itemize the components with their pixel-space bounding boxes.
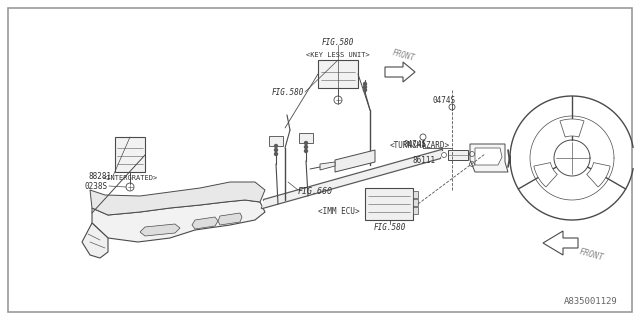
Circle shape — [305, 141, 307, 145]
Polygon shape — [92, 200, 265, 242]
Text: FRONT: FRONT — [390, 49, 415, 63]
Text: 88281: 88281 — [89, 172, 112, 180]
Circle shape — [364, 89, 367, 92]
Polygon shape — [262, 150, 442, 208]
Text: <INTERGRATED>: <INTERGRATED> — [102, 175, 157, 181]
Circle shape — [275, 148, 278, 151]
Circle shape — [364, 85, 367, 89]
Polygon shape — [82, 223, 108, 258]
Text: FIG.660: FIG.660 — [298, 188, 333, 196]
Polygon shape — [385, 62, 415, 82]
Polygon shape — [560, 119, 584, 137]
Circle shape — [305, 149, 307, 153]
Text: FIG.580: FIG.580 — [271, 87, 304, 97]
Text: 0474S: 0474S — [403, 140, 426, 148]
Polygon shape — [90, 182, 265, 215]
Bar — [299, 133, 313, 143]
Text: <IMM ECU>: <IMM ECU> — [318, 207, 360, 217]
Circle shape — [275, 145, 278, 148]
Polygon shape — [543, 231, 578, 255]
Bar — [115, 137, 145, 172]
Bar — [413, 199, 418, 206]
Polygon shape — [470, 144, 508, 172]
Text: FIG.580: FIG.580 — [322, 37, 354, 46]
Text: 0474S: 0474S — [432, 95, 455, 105]
Bar — [365, 188, 413, 220]
Circle shape — [305, 146, 307, 148]
Text: FRONT: FRONT — [578, 247, 604, 263]
Text: 0238S: 0238S — [85, 181, 108, 190]
Bar — [413, 191, 418, 198]
Text: 86111: 86111 — [413, 156, 436, 164]
Polygon shape — [320, 162, 335, 170]
Text: <TURN&HAZARD>: <TURN&HAZARD> — [390, 140, 450, 149]
Bar — [413, 207, 418, 214]
Text: A835001129: A835001129 — [564, 297, 618, 306]
Polygon shape — [475, 148, 502, 165]
Bar — [318, 60, 358, 88]
Bar — [448, 150, 468, 160]
Polygon shape — [140, 224, 180, 236]
Bar — [269, 136, 283, 146]
Circle shape — [275, 153, 278, 156]
Polygon shape — [534, 163, 557, 187]
Polygon shape — [192, 217, 218, 229]
Circle shape — [364, 83, 367, 85]
Polygon shape — [335, 150, 375, 172]
Polygon shape — [587, 163, 610, 187]
Polygon shape — [218, 213, 242, 225]
Text: FIG.580: FIG.580 — [374, 222, 406, 231]
Text: <KEY LESS UNIT>: <KEY LESS UNIT> — [306, 52, 370, 58]
